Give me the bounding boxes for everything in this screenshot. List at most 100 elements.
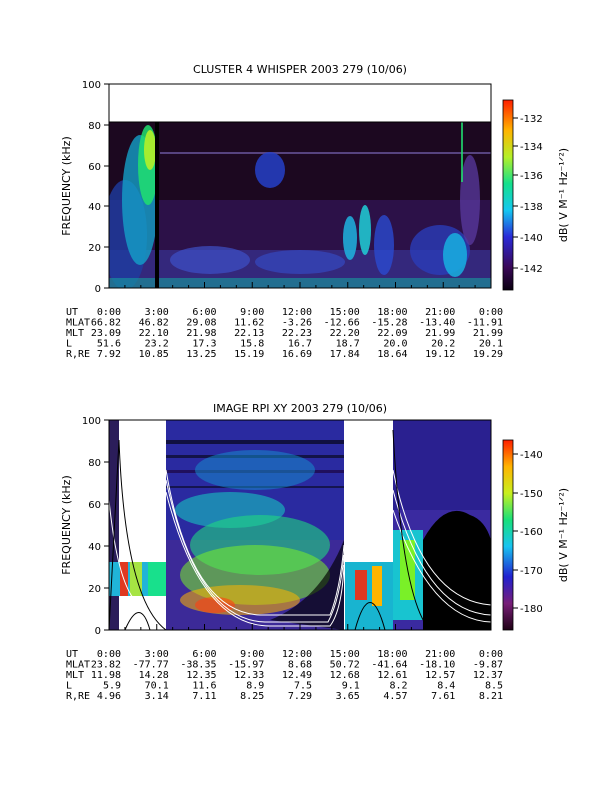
rpi-spectrogram: [109, 420, 491, 630]
rpi-ephem-mlat-value: -38.35: [180, 660, 216, 671]
whisper-ephem-ut-value: 18:00: [377, 307, 407, 318]
whisper-ephem-mlt-value: 21.99: [425, 328, 455, 339]
whisper-panel: CLUSTER 4 WHISPER 2003 279 (10/06): [60, 63, 570, 360]
whisper-ephem-ut-value: 21:00: [425, 307, 455, 318]
whisper-ephem-mlt-value: 22.13: [234, 328, 264, 339]
whisper-ytick: 60: [88, 162, 101, 173]
rpi-ephem-r-re-value: 8.25: [240, 691, 264, 702]
whisper-ephem-mlat-value: 66.82: [91, 318, 121, 329]
rpi-ephem-mlat-value: -15.97: [228, 660, 264, 671]
rpi-ephem-l-value: 70.1: [145, 681, 169, 692]
whisper-ephem-mlt-value: 21.99: [473, 328, 503, 339]
rpi-ephem-ut-value: 21:00: [425, 649, 455, 660]
rpi-ephem-ut-value: 3:00: [145, 649, 169, 660]
whisper-colorbar: -132 -134 -136 -138 -140 -142 dB( V M⁻¹ …: [502, 99, 570, 291]
rpi-ephem-mlt-value: 12.68: [330, 670, 360, 681]
whisper-ytick: 20: [88, 243, 101, 254]
whisper-ephem-label-mlt: MLT: [66, 328, 84, 339]
rpi-ephem-r-re-value: 7.11: [192, 691, 216, 702]
whisper-cbar-tick: -132: [520, 114, 543, 125]
rpi-ephem-mlat-value: -18.10: [419, 660, 455, 671]
whisper-ephem-mlat-value: -3.26: [282, 318, 312, 329]
rpi-ephem-label-l: L: [66, 681, 72, 692]
whisper-cbar-tick: -134: [520, 142, 543, 153]
rpi-ylabel: FREQUENCY (kHz): [60, 475, 73, 575]
whisper-ephem-mlt-value: 22.09: [377, 328, 407, 339]
rpi-colorbar: -140 -150 -160 -170 -180 dB( V M⁻¹ Hz⁻¹ᐟ…: [502, 439, 570, 631]
whisper-ephem-l-value: 20.2: [431, 339, 455, 350]
rpi-ephem-mlt-value: 14.28: [139, 670, 169, 681]
rpi-ephemeris-table: UT 0:00 3:00 6:00 9:00 12:00 15:00 18:00 21:00 0:…: [66, 649, 503, 702]
rpi-ephem-mlt-value: 12.61: [377, 670, 407, 681]
whisper-ephem-mlat-value: 46.82: [139, 318, 169, 329]
rpi-ephem-mlat-value: -41.64: [371, 660, 407, 671]
whisper-ephem-label-ut: UT: [66, 307, 78, 318]
whisper-cbar-tick: -140: [520, 233, 543, 244]
rpi-ephem-mlt-value: 12.35: [186, 670, 216, 681]
rpi-ephem-mlat-value: 23.82: [91, 660, 121, 671]
whisper-ephem-mlat-value: 11.62: [234, 318, 264, 329]
rpi-ephem-r-re-value: 3.14: [145, 691, 169, 702]
whisper-ephem-mlat-value: -12.66: [324, 318, 360, 329]
whisper-ephem-mlat-value: -13.40: [419, 318, 455, 329]
rpi-ephem-l-value: 7.5: [294, 681, 312, 692]
whisper-cbar-label: dB( V M⁻¹ Hz⁻¹ᐟ²): [557, 148, 570, 242]
rpi-ephem-r-re-value: 7.61: [431, 691, 455, 702]
whisper-ytick: 40: [88, 202, 101, 213]
whisper-ephem-mlat-value: 29.08: [186, 318, 216, 329]
whisper-ephem-ut-value: 6:00: [192, 307, 216, 318]
whisper-ephem-r-re-value: 10.85: [139, 349, 169, 360]
rpi-ephem-r-re-value: 7.29: [288, 691, 312, 702]
rpi-ephem-r-re-value: 4.57: [383, 691, 407, 702]
rpi-ephem-mlat-value: -77.77: [133, 660, 169, 671]
rpi-ephem-mlt-value: 12.37: [473, 670, 503, 681]
whisper-ytick: 100: [82, 80, 101, 91]
rpi-ytick: 60: [88, 500, 101, 511]
rpi-ephem-l-value: 8.5: [485, 681, 503, 692]
whisper-ephem-l-value: 23.2: [145, 339, 169, 350]
rpi-cbar-tick: -180: [520, 604, 543, 615]
rpi-ephem-mlt-value: 12.49: [282, 670, 312, 681]
rpi-ephem-mlat-value: 50.72: [330, 660, 360, 671]
rpi-panel: IMAGE RPI XY 2003 279 (10/06): [60, 402, 570, 702]
rpi-ephem-l-value: 5.9: [103, 681, 121, 692]
rpi-ephem-l-value: 8.9: [246, 681, 264, 692]
rpi-cbar-tick: -140: [520, 450, 543, 461]
rpi-y-axis: 0 20 40 60 80 100 FREQUENCY (kHz): [60, 416, 109, 637]
whisper-ephem-ut-value: 15:00: [330, 307, 360, 318]
whisper-ephem-r-re-value: 19.12: [425, 349, 455, 360]
whisper-ephem-l-value: 20.0: [383, 339, 407, 350]
rpi-ephem-mlt-value: 12.57: [425, 670, 455, 681]
rpi-x-ticks: [108, 624, 492, 630]
whisper-ephem-mlt-value: 21.98: [186, 328, 216, 339]
whisper-x-ticks: [108, 282, 492, 288]
whisper-ephem-mlat-value: -15.28: [371, 318, 407, 329]
rpi-ephem-ut-value: 12:00: [282, 649, 312, 660]
whisper-ephem-mlat-value: -11.91: [467, 318, 503, 329]
rpi-ephem-l-value: 8.2: [389, 681, 407, 692]
rpi-ytick: 40: [88, 542, 101, 553]
whisper-ephem-mlt-value: 22.23: [282, 328, 312, 339]
rpi-ephem-ut-value: 6:00: [192, 649, 216, 660]
rpi-ephem-r-re-value: 8.21: [479, 691, 503, 702]
rpi-cbar-tick: -150: [520, 489, 543, 500]
rpi-ephem-mlat-value: -9.87: [473, 660, 503, 671]
whisper-ephem-l-value: 51.6: [97, 339, 121, 350]
whisper-cbar-tick: -138: [520, 202, 543, 213]
whisper-ephem-ut-value: 9:00: [240, 307, 264, 318]
whisper-cbar-tick: -142: [520, 264, 543, 275]
rpi-ephem-r-re-value: 4.96: [97, 691, 121, 702]
whisper-ephemeris-table: UT 0:00 3:00 6:00 9:00 12:00 15:00 18:00 21:00 0:…: [66, 307, 503, 360]
rpi-cbar-tick: -160: [520, 527, 543, 538]
whisper-ephem-ut-value: 0:00: [479, 307, 503, 318]
rpi-ytick: 80: [88, 458, 101, 469]
whisper-ephem-r-re-value: 17.84: [330, 349, 360, 360]
whisper-ytick: 0: [95, 284, 101, 295]
rpi-ephem-label-r-re: R,RE: [66, 691, 90, 702]
rpi-ytick: 100: [82, 416, 101, 427]
whisper-ephem-ut-value: 0:00: [97, 307, 121, 318]
whisper-ephem-r-re-value: 19.29: [473, 349, 503, 360]
whisper-ephem-l-value: 17.3: [192, 339, 216, 350]
